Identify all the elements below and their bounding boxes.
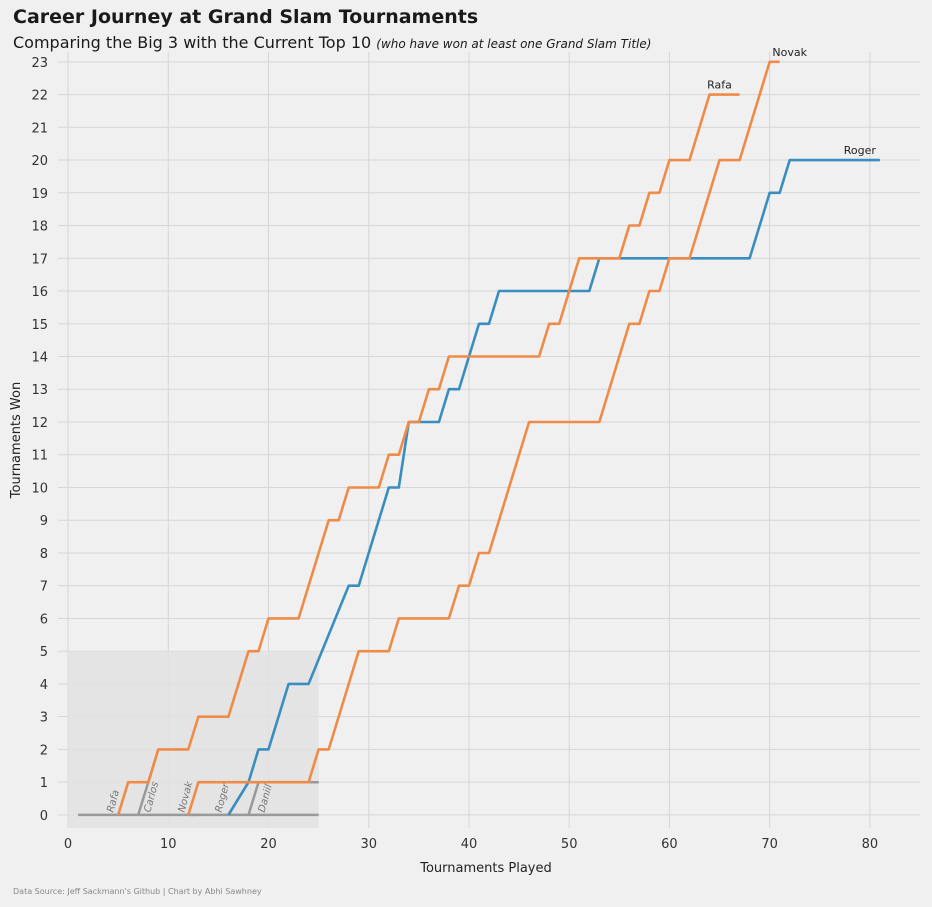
y-tick-label: 23 [31,56,48,71]
y-tick-label: 16 [31,285,48,300]
y-tick-label: 18 [31,220,48,235]
x-tick-label: 20 [260,837,277,852]
y-tick-label: 20 [31,154,48,169]
y-tick-label: 11 [31,449,48,464]
y-tick-label: 14 [31,351,48,366]
x-tick-label: 0 [64,837,72,852]
y-tick-label: 6 [40,612,48,627]
x-tick-label: 10 [160,837,177,852]
end-label-novak: Novak [772,46,807,59]
y-tick-label: 2 [40,743,48,758]
y-tick-label: 12 [31,416,48,431]
x-tick-label: 50 [561,837,578,852]
series-line-rafa [116,93,740,816]
x-tick-label: 80 [862,837,879,852]
y-tick-label: 7 [40,580,48,595]
series-line-novak [187,60,780,816]
end-label-rafa: Rafa [707,79,732,92]
y-tick-label: 8 [40,547,48,562]
x-tick-label: 30 [360,837,377,852]
chart-subtitle: Comparing the Big 3 with the Current Top… [13,33,651,52]
x-tick-label: 60 [661,837,678,852]
y-tick-label: 3 [40,711,48,726]
series-layer [116,60,880,816]
series-line-roger [227,158,880,816]
y-tick-label: 1 [40,776,48,791]
chart-title: Career Journey at Grand Slam Tournaments [13,6,479,28]
x-tick-label: 40 [461,837,478,852]
y-tick-label: 21 [31,121,48,136]
x-axis-label: Tournaments Played [419,861,552,876]
y-tick-label: 15 [31,318,48,333]
y-axis-label: Tournaments Won [9,382,24,499]
y-tick-label: 4 [40,678,48,693]
end-label-roger: Roger [844,144,877,157]
chart-subtitle-main: Comparing the Big 3 with the Current Top… [13,33,372,52]
tick-layer: 0 10 20 30 40 50 60 70 8001234567891011121314151… [31,56,878,852]
x-tick-label: 70 [761,837,778,852]
chart-subtitle-note: (who have won at least one Grand Slam Ti… [376,37,652,51]
y-tick-label: 9 [40,514,48,529]
y-tick-label: 19 [31,187,48,202]
y-tick-label: 10 [31,481,48,496]
y-tick-label: 0 [40,809,48,824]
chart-source: Data Source: Jeff Sackmann's Github | Ch… [13,887,262,896]
y-tick-label: 17 [31,252,48,267]
y-tick-label: 22 [31,89,48,104]
y-tick-label: 13 [31,383,48,398]
y-tick-label: 5 [40,645,48,660]
